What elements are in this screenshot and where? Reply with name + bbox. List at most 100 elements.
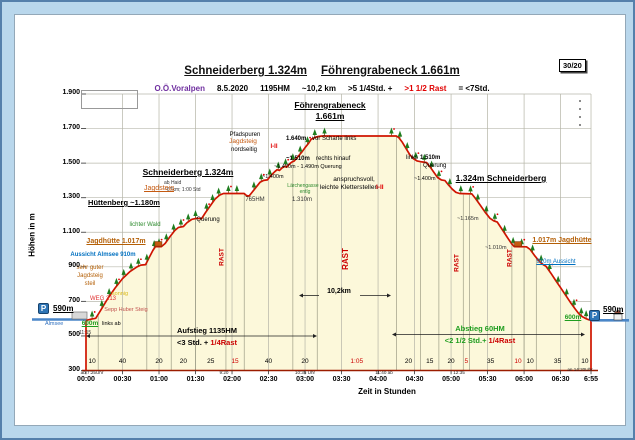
annotation-kletterstelle-2: I-II (376, 184, 384, 191)
x-tick-04:00: 04:00 (369, 375, 387, 383)
abstieg-time: <2 1/2 Std.+ (444, 336, 489, 345)
tour-number-badge: 30/20 (559, 59, 586, 72)
x-tick-00:00: 00:00 (77, 375, 95, 383)
y-tick-700: 700 (68, 296, 80, 304)
clock-time-1: 9:20 (219, 370, 229, 375)
annotation-hoehe-1010: ~1.010m (485, 245, 507, 251)
total-distance-label: 10,2km (327, 288, 351, 295)
annotation-links-text: links (406, 155, 419, 161)
annotation-querung-1470: ~1.470m - 1.490m Querung (274, 164, 342, 170)
annotation-kletterstelle-1: I-II (270, 144, 278, 150)
segment-minutes-5: 15 (231, 358, 239, 365)
parking-icon-end: P (589, 310, 600, 321)
distance-arrow (299, 293, 391, 298)
segment-minutes-11: 20 (447, 358, 455, 365)
annotation-nordseitig: nordseitig (230, 147, 258, 153)
annotation-rast-abstieg-2: RAST (506, 249, 514, 267)
y-axis-title: Höhen in m (27, 213, 37, 257)
annotation-hm-765: 765HM (245, 197, 265, 203)
approach-info-box: ab Haid ~67km; 1:00 Std (81, 90, 201, 193)
segment-minutes-14: 10 (514, 358, 522, 365)
aufstieg-rast: 1/4Rast (210, 338, 238, 347)
segment-dividers (97, 136, 580, 371)
annotation-laerchengasse-1: Lärchengasse (287, 183, 319, 189)
annotation-huettenberg: Hüttenberg ~1.180m (88, 198, 160, 207)
abstieg-rast: 1/4Rast (488, 336, 516, 345)
annotation-foehren-name: Föhrengrabeneck (294, 100, 366, 110)
segment-minutes-17: 10 (581, 358, 589, 365)
clock-time-5: an 14:20Uhr (567, 367, 593, 372)
annotation-rast-abstieg-1: RAST (453, 254, 461, 272)
segment-minutes-7: 20 (301, 358, 309, 365)
clock-time-3: 11:40 ab (375, 370, 393, 375)
annotation-laerchengasse-2: entlg (299, 189, 311, 195)
route-summary: O.Ö.Voralpen 8.5.2020 1195HM ~10,2 km >5 1/4… (72, 78, 572, 96)
segment-minutes-2: 20 (155, 358, 163, 365)
y-tick-1.700: 1.700 (62, 124, 80, 132)
annotation-sonnig: sonnig (111, 291, 129, 297)
start-elevation-label: 590m (53, 304, 74, 313)
segment-minutes-15: 10 (526, 358, 534, 365)
x-tick-03:30: 03:30 (332, 375, 351, 383)
annotation-querung-aufstieg: Querung (196, 217, 220, 223)
clock-time-2: 10:35 Uhr (294, 370, 316, 375)
x-tick-05:30: 05:30 (478, 375, 497, 383)
subtitle-part-4: >5 1/4Std. + (347, 84, 393, 93)
annotation-links-ab-hoehe: 600m (81, 320, 99, 327)
x-tick-06:30: 06:30 (551, 375, 570, 383)
end-elevation-label: 590m (603, 305, 624, 314)
annotation-scharte-hoehe: 1.640m (286, 136, 307, 142)
segment-minutes-10: 15 (426, 358, 434, 365)
annotation-jagdhuette-abstieg: 1.017m Jagdhütte (532, 237, 592, 244)
x-tick-05:00: 05:00 (442, 375, 461, 383)
y-tick-1.500: 1.500 (62, 158, 80, 166)
subtitle-part-3: ~10,2 km (301, 84, 336, 93)
abstieg-arrow (392, 332, 585, 337)
x-tick-02:30: 02:30 (259, 375, 278, 383)
subtitle-part-0: O.Ö.Voralpen (154, 84, 205, 93)
segment-minutes-0: 10 (88, 358, 96, 365)
x-tick-04:30: 04:30 (405, 375, 424, 383)
y-tick-500: 500 (68, 331, 80, 339)
annotation-scharte-text: vor Scharte links (312, 136, 357, 142)
x-tick-01:00: 01:00 (150, 375, 168, 383)
annotation-links-hoehe: 1.510m (420, 155, 441, 161)
annotation-jagdhuette-aufstieg: Jagdhütte 1.017m (86, 238, 146, 245)
profile-fill-area (86, 136, 591, 371)
annotation-rast-gipfel: RAST (340, 248, 350, 270)
x-tick-06:00: 06:00 (515, 375, 534, 383)
segment-minutes-6: 40 (264, 358, 273, 365)
title-schneiderberg: Schneiderberg 1.324m (184, 65, 308, 77)
annotation-hoehe-1310: 1.310m (291, 197, 313, 203)
annotation-foehren-elev: 1.661m (315, 111, 345, 121)
annotation-pfadspuren: Pfadspuren (229, 132, 261, 138)
page-title: Schneiderberg 1.324m Föhrengrabeneck 1.66… (87, 61, 557, 79)
y-tick-1.100: 1.100 (62, 227, 80, 235)
annotation-anspruchsvoll-2: leichte Kletterstellen (319, 184, 379, 191)
clock-time-4: 12:35 (453, 370, 465, 375)
annotation-rast-aufstieg: RAST (218, 248, 226, 266)
annotation-links-ab-text: links ab (102, 321, 121, 327)
annotation-querung-abstieg: Querung (423, 163, 447, 169)
y-tick-900: 900 (68, 262, 80, 270)
x-tick-6:55: 6:55 (583, 375, 599, 383)
subtitle-part-2: 1195HM (260, 84, 290, 93)
annotation-lichter-wald: lichter Wald (129, 222, 161, 228)
annotation-sepp-huber-steig: Sepp Huber Steig (104, 307, 148, 313)
subtitle-part-5: >1 1/2 Rast (404, 84, 447, 93)
segment-minutes-9: 20 (404, 358, 413, 365)
x-tick-00:30: 00:30 (113, 375, 132, 383)
annotation-anspruchsvoll-1: anspruchsvoll, (333, 176, 375, 183)
approach-info-line2: ~67km; 1:00 Std (164, 187, 201, 193)
x-axis-title: Zeit in Stunden (358, 387, 416, 396)
x-tick-01:30: 01:30 (186, 375, 205, 383)
abstieg-title: Abstieg 60HM (455, 324, 505, 333)
elevation-profile-line (85, 135, 592, 371)
clock-time-0: ab 7:25Uhr (80, 370, 104, 375)
annotation-schneiderberg-aufstieg: Schneiderberg 1.324m (142, 167, 234, 177)
x-axis (82, 369, 598, 375)
parking-icon-start: P (38, 303, 49, 314)
annotation-rechts-hinauf-hoehe: ~1.510m (286, 156, 310, 162)
